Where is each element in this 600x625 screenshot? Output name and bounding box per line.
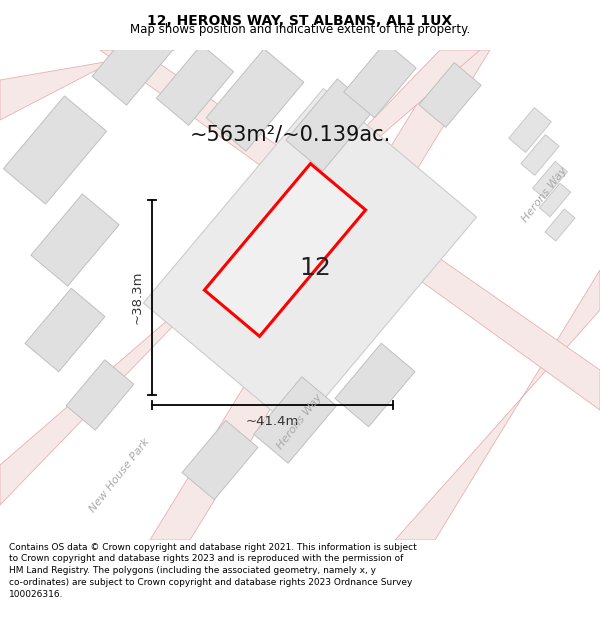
Text: New House Park: New House Park <box>88 436 152 514</box>
Polygon shape <box>0 50 175 120</box>
Text: Contains OS data © Crown copyright and database right 2021. This information is : Contains OS data © Crown copyright and d… <box>9 542 417 599</box>
Polygon shape <box>344 42 416 118</box>
Polygon shape <box>66 360 134 430</box>
Polygon shape <box>143 89 476 431</box>
Polygon shape <box>25 288 105 372</box>
Text: Herons Way: Herons Way <box>521 166 569 224</box>
Polygon shape <box>533 161 568 199</box>
Text: Herons Way: Herons Way <box>275 392 325 451</box>
Text: 12, HERONS WAY, ST ALBANS, AL1 1UX: 12, HERONS WAY, ST ALBANS, AL1 1UX <box>148 14 452 28</box>
Polygon shape <box>92 15 178 105</box>
Polygon shape <box>254 377 337 463</box>
Polygon shape <box>419 62 481 127</box>
Text: ~563m²/~0.139ac.: ~563m²/~0.139ac. <box>190 125 391 145</box>
Polygon shape <box>4 96 107 204</box>
Polygon shape <box>335 343 415 427</box>
Polygon shape <box>31 194 119 286</box>
Polygon shape <box>100 50 600 410</box>
Polygon shape <box>545 209 575 241</box>
Text: 12: 12 <box>299 256 331 280</box>
Polygon shape <box>206 49 304 151</box>
Polygon shape <box>286 79 374 171</box>
Text: ~41.4m: ~41.4m <box>246 415 299 428</box>
Polygon shape <box>395 270 600 540</box>
Polygon shape <box>150 50 490 540</box>
Polygon shape <box>182 421 258 499</box>
Polygon shape <box>539 183 571 217</box>
Text: Map shows position and indicative extent of the property.: Map shows position and indicative extent… <box>130 23 470 36</box>
Polygon shape <box>0 50 480 505</box>
Polygon shape <box>157 45 233 125</box>
Polygon shape <box>509 107 551 152</box>
Polygon shape <box>521 134 559 176</box>
Text: ~38.3m: ~38.3m <box>131 271 144 324</box>
Polygon shape <box>205 164 365 336</box>
